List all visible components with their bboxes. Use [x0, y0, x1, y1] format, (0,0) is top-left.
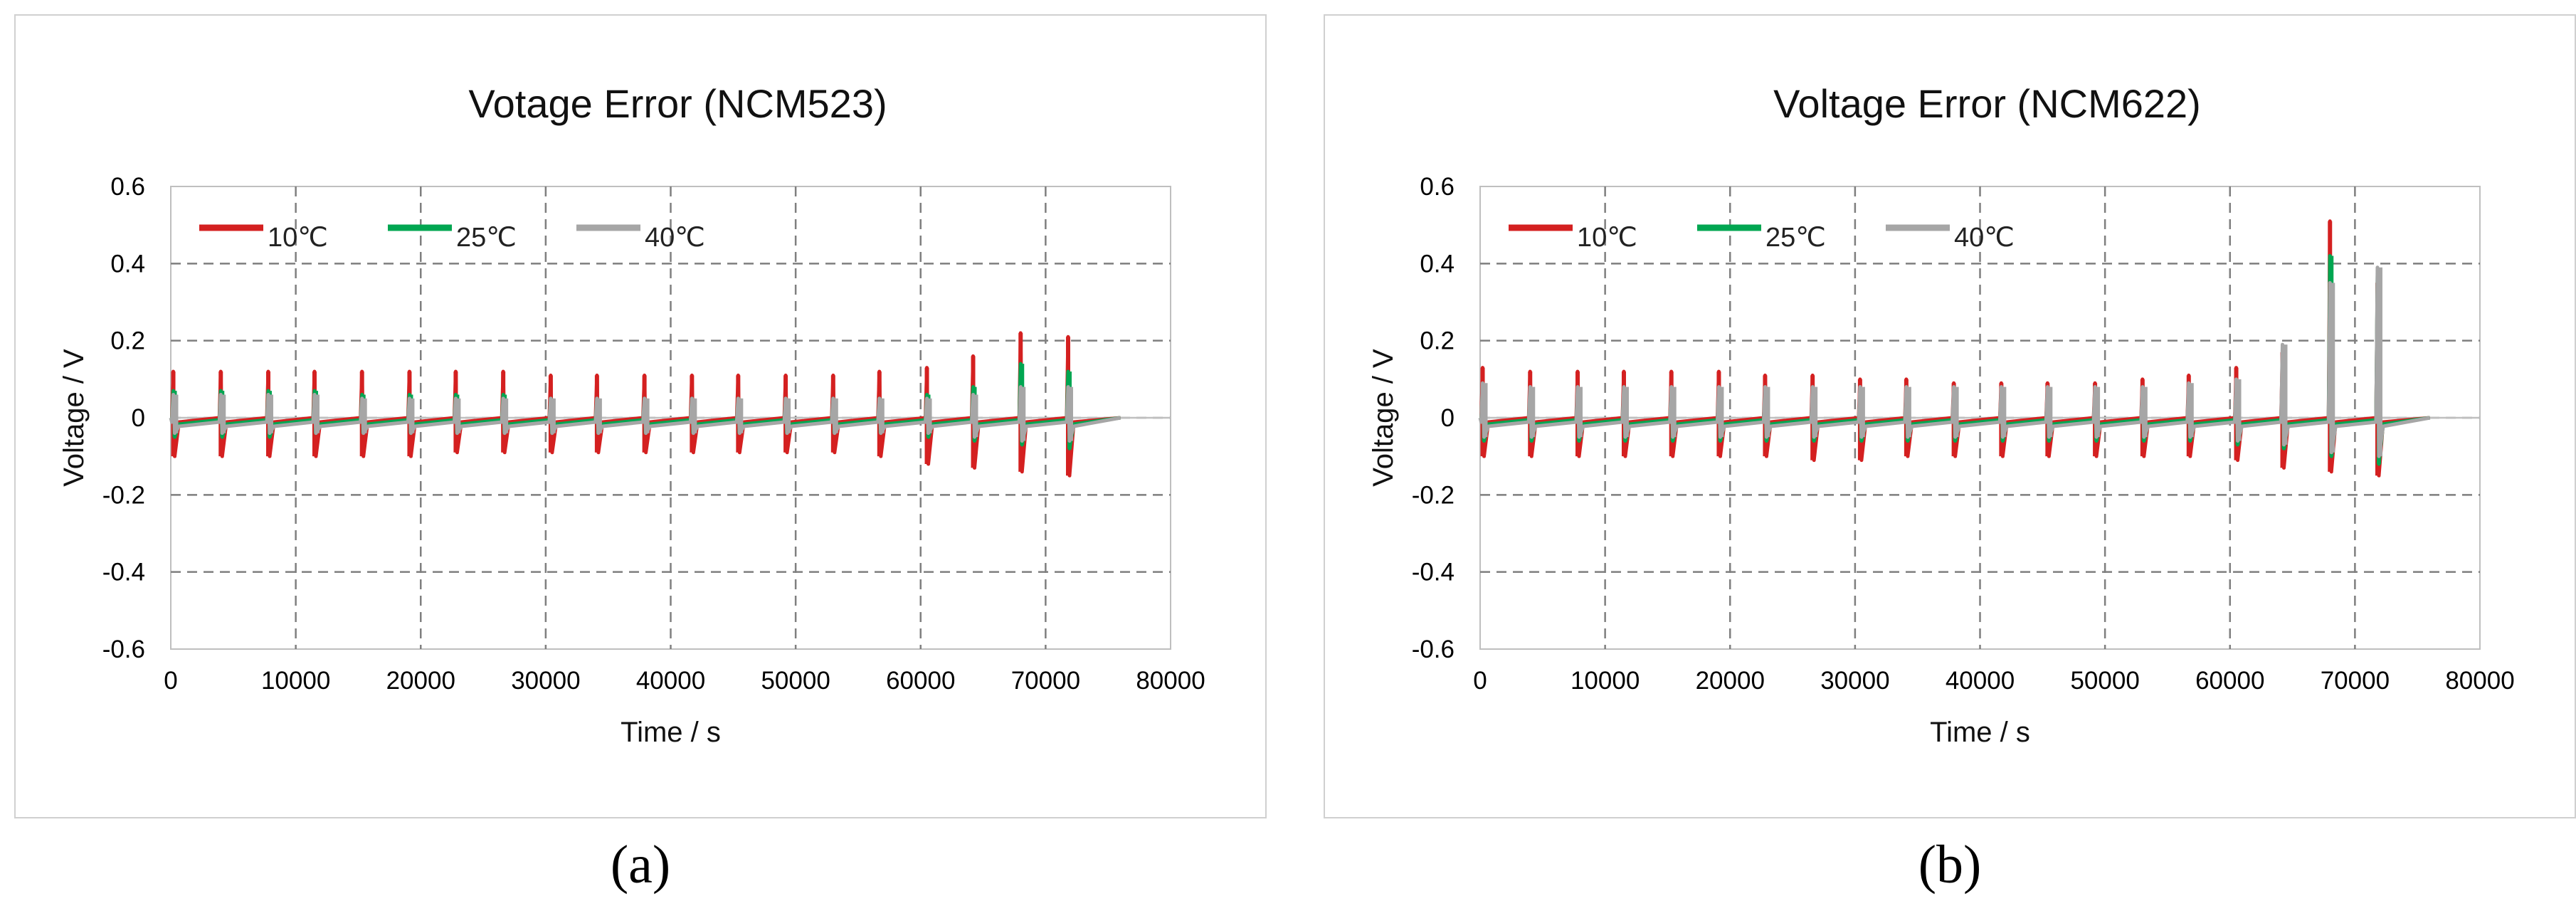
series-40℃ [1478, 265, 2431, 458]
x-axis-label: Time / s [1930, 717, 2030, 748]
chart-title: Voltage Error (NCM622) [1773, 81, 2201, 126]
x-axis-label: Time / s [621, 717, 721, 748]
y-tick-label: -0.6 [1412, 636, 1455, 663]
x-tick-label: 40000 [636, 667, 705, 695]
y-tick-label: 0.6 [110, 173, 145, 201]
y-tick-label: 0.2 [110, 327, 145, 355]
x-tick-label: 70000 [1011, 667, 1080, 695]
y-axis-label: Voltage / V [1368, 349, 1399, 487]
legend-label: 10℃ [268, 223, 328, 253]
panel-label-b: (b) [1918, 835, 1982, 895]
x-tick-label: 40000 [1946, 667, 2015, 695]
y-tick-label: -0.2 [102, 481, 145, 509]
x-tick-label: 70000 [2321, 667, 2390, 695]
x-tick-label: 50000 [2070, 667, 2139, 695]
x-tick-label: 0 [1473, 667, 1487, 695]
legend-label: 10℃ [1577, 223, 1637, 253]
y-tick-label: -0.4 [102, 559, 145, 586]
x-tick-label: 30000 [511, 667, 580, 695]
chart-svg-b: 0 10000 20000 30000 40000 50000 60000 70000 8000… [1368, 81, 2515, 748]
x-tick-label: 0 [164, 667, 177, 695]
x-tick-label: 10000 [261, 667, 330, 695]
x-tick-label: 20000 [1696, 667, 1765, 695]
x-tick-label: 50000 [761, 667, 830, 695]
y-tick-label: 0.4 [1420, 250, 1455, 278]
legend-label: 40℃ [645, 223, 705, 253]
x-tick-label: 80000 [1136, 667, 1205, 695]
legend-label: 40℃ [1954, 223, 2015, 253]
x-tick-label: 10000 [1571, 667, 1640, 695]
legend-label: 25℃ [456, 223, 517, 253]
series-40℃ [169, 385, 1121, 443]
y-tick-label: -0.4 [1412, 559, 1455, 586]
x-tick-label: 60000 [886, 667, 955, 695]
chart-svg-a: 0 10000 20000 30000 40000 50000 60000 70000 8000… [58, 81, 1205, 748]
x-tick-label: 80000 [2445, 667, 2514, 695]
legend-label: 25℃ [1765, 223, 1826, 253]
y-tick-label: 0.4 [110, 250, 145, 278]
chart-title: Votage Error (NCM523) [468, 81, 887, 126]
panel-label-a: (a) [610, 835, 671, 895]
chart-panel-b: 0 10000 20000 30000 40000 50000 60000 70000 8000… [1324, 14, 2576, 818]
y-tick-label: 0.6 [1420, 173, 1455, 201]
y-tick-label: 0 [1441, 404, 1455, 432]
y-axis-label: Voltage / V [58, 349, 90, 487]
y-tick-label: -0.6 [102, 636, 145, 663]
x-tick-label: 20000 [386, 667, 455, 695]
y-tick-label: 0 [132, 404, 145, 432]
chart-panel-a: 0 10000 20000 30000 40000 50000 60000 70000 8000… [14, 14, 1267, 818]
x-tick-label: 30000 [1820, 667, 1889, 695]
y-tick-label: -0.2 [1412, 481, 1455, 509]
x-tick-label: 60000 [2195, 667, 2264, 695]
y-tick-label: 0.2 [1420, 327, 1455, 355]
